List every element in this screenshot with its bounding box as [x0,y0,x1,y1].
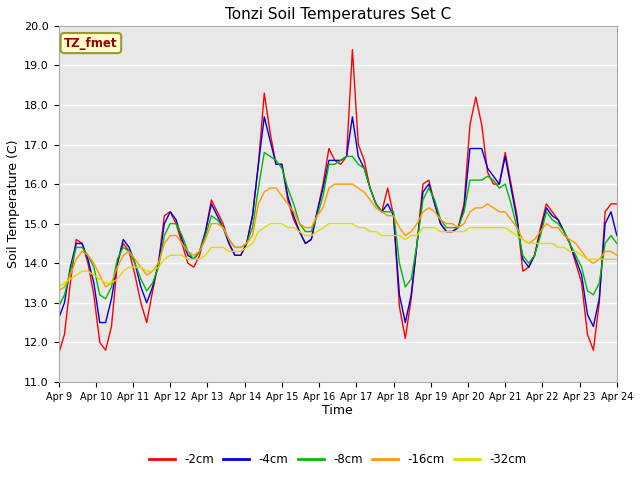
Text: TZ_fmet: TZ_fmet [64,36,118,49]
Legend: -2cm, -4cm, -8cm, -16cm, -32cm: -2cm, -4cm, -8cm, -16cm, -32cm [144,448,532,471]
Title: Tonzi Soil Temperatures Set C: Tonzi Soil Temperatures Set C [225,7,451,22]
Y-axis label: Soil Temperature (C): Soil Temperature (C) [7,140,20,268]
X-axis label: Time: Time [323,404,353,418]
